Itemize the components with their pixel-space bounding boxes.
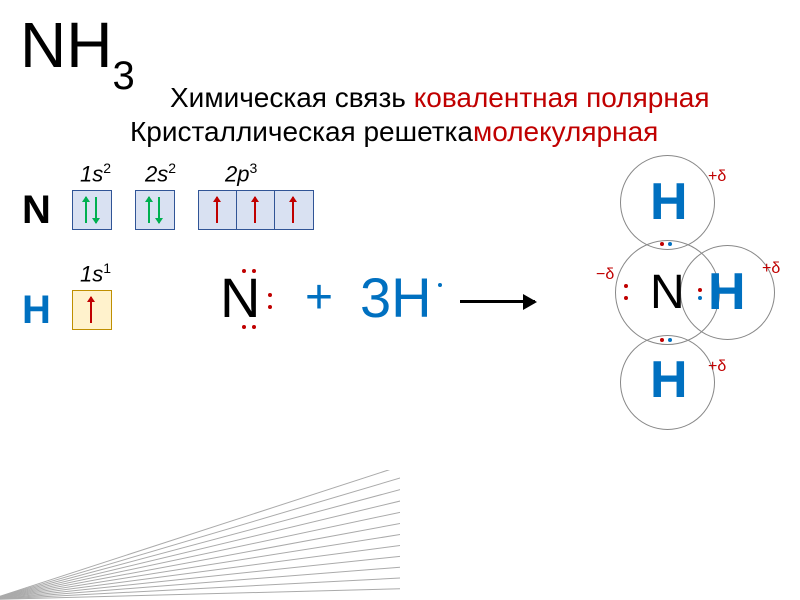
bond-label: Химическая связь [170,82,414,113]
orbital-1s2: 1s2 [80,160,111,187]
formula-subscript: 3 [112,54,134,98]
delta-plus-bottom: +δ [708,358,726,376]
n-1s-box [72,190,112,230]
h-1s-box [72,290,112,330]
mol-H-bottom: H [650,350,688,410]
bond-value: ковалентная полярная [414,82,710,113]
atom-H-label: H [22,288,51,333]
equation-N: N [220,265,260,330]
formula-title: NH3 [20,8,135,91]
lattice-line: Кристаллическая решеткамолекулярная [130,116,658,148]
n-2p-box [198,190,314,230]
n-2s-box [135,190,175,230]
mol-H-top: H [650,172,688,232]
page: NH3 Химическая связь ковалентная полярна… [0,0,800,600]
delta-minus: −δ [596,266,614,284]
equation-3H: 3H [360,265,432,330]
atom-N-label: N [22,188,51,233]
delta-plus-top: +δ [708,168,726,186]
orbital-2s2: 2s2 [145,160,176,187]
orbital-2p3: 2p3 [225,160,257,187]
mol-H-right: H [708,262,746,322]
lattice-value: молекулярная [473,116,658,147]
bond-type-line: Химическая связь ковалентная полярная [170,82,710,114]
decor-triangle [0,470,400,600]
formula-text: NH [20,9,112,81]
molecule-diagram: N H H H +δ −δ +δ +δ [550,150,790,450]
equation-plus: + [305,270,333,325]
lattice-label: Кристаллическая решетка [130,116,473,147]
orbital-h-1s1: 1s1 [80,260,111,287]
delta-plus-right: +δ [762,260,780,278]
reaction-arrow-icon [460,300,535,303]
mol-N-label: N [650,265,685,320]
